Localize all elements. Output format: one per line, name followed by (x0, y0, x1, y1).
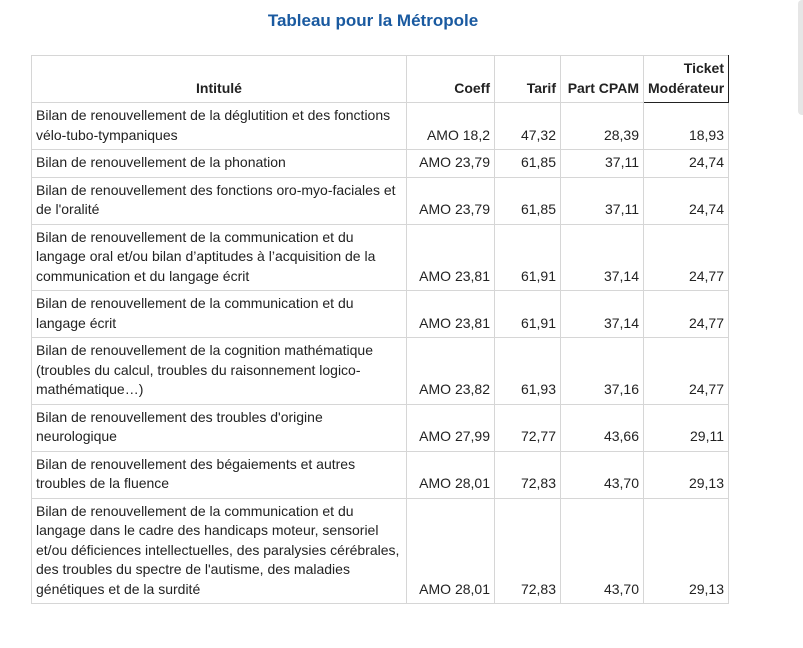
header-cell: Part CPAM (560, 55, 644, 103)
value-cell: AMO 27,99 (406, 403, 495, 452)
value-cell: AMO 28,01 (406, 450, 495, 499)
header-cell: Tarif (494, 55, 561, 103)
label-cell: Bilan de renouvellement des fonctions or… (31, 176, 407, 225)
value-cell: 43,70 (560, 450, 644, 499)
table-row: Bilan de renouvellement des fonctions or… (31, 176, 729, 225)
value-cell: 18,93 (643, 102, 729, 150)
label-cell: Bilan de renouvellement de la communicat… (31, 290, 407, 338)
tariff-table: Intitulé Coeff Tarif Part CPAM Ticket Modéra… (31, 55, 729, 604)
value-cell: 24,77 (643, 223, 729, 291)
header-cell: Intitulé (31, 55, 407, 103)
table-row: Bilan de renouvellement de la communicat… (31, 223, 729, 291)
value-cell: 61,85 (494, 176, 561, 225)
table-row: Bilan de renouvellement de la cognition … (31, 337, 729, 405)
value-cell: 61,91 (494, 290, 561, 338)
label-cell: Bilan de renouvellement des troubles d'o… (31, 403, 407, 452)
value-cell: 24,77 (643, 290, 729, 338)
label-cell: Bilan de renouvellement des bégaiements … (31, 450, 407, 499)
value-cell: 43,66 (560, 403, 644, 452)
value-cell: AMO 23,81 (406, 290, 495, 338)
value-cell: 37,14 (560, 223, 644, 291)
value-cell: AMO 23,81 (406, 223, 495, 291)
table-row: Bilan de renouvellement de la communicat… (31, 497, 729, 604)
value-cell: 29,13 (643, 497, 729, 604)
value-cell: AMO 23,82 (406, 337, 495, 405)
value-cell: 29,11 (643, 403, 729, 452)
value-cell: 37,11 (560, 176, 644, 225)
header-cell: Ticket Modérateur (643, 55, 729, 103)
table-row: Bilan de renouvellement des troubles d'o… (31, 403, 729, 452)
value-cell: 43,70 (560, 497, 644, 604)
value-cell: 28,39 (560, 102, 644, 150)
value-cell: 37,16 (560, 337, 644, 405)
table-row: Bilan de renouvellement de la communicat… (31, 290, 729, 338)
value-cell: 37,14 (560, 290, 644, 338)
value-cell: 37,11 (560, 149, 644, 178)
table-row: Bilan de renouvellement des bégaiements … (31, 450, 729, 499)
value-cell: AMO 28,01 (406, 497, 495, 604)
header-cell: Coeff (406, 55, 495, 103)
title: Tableau pour la Métropole (267, 11, 479, 30)
value-cell: AMO 18,2 (406, 102, 495, 150)
table-body: Bilan de renouvellement de la déglutitio… (31, 102, 729, 604)
value-cell: 47,32 (494, 102, 561, 150)
label-cell: Bilan de renouvellement de la communicat… (31, 223, 407, 291)
header-row: Intitulé Coeff Tarif Part CPAM Ticket Modéra… (31, 55, 729, 103)
scroll-edge (798, 0, 803, 115)
table-row: Bilan de renouvellement de la déglutitio… (31, 102, 729, 150)
value-cell: 61,85 (494, 149, 561, 178)
table-row: Bilan de renouvellement de la phonation A… (31, 149, 729, 178)
label-cell: Bilan de renouvellement de la phonation (31, 149, 407, 178)
value-cell: 72,83 (494, 450, 561, 499)
value-cell: 61,91 (494, 223, 561, 291)
value-cell: 24,77 (643, 337, 729, 405)
label-cell: Bilan de renouvellement de la cognition … (31, 337, 407, 405)
value-cell: 24,74 (643, 176, 729, 225)
value-cell: 61,93 (494, 337, 561, 405)
value-cell: AMO 23,79 (406, 176, 495, 225)
value-cell: 72,83 (494, 497, 561, 604)
value-cell: 72,77 (494, 403, 561, 452)
value-cell: AMO 23,79 (406, 149, 495, 178)
label-cell: Bilan de renouvellement de la déglutitio… (31, 102, 407, 150)
label-cell: Bilan de renouvellement de la communicat… (31, 497, 407, 604)
value-cell: 29,13 (643, 450, 729, 499)
value-cell: 24,74 (643, 149, 729, 178)
